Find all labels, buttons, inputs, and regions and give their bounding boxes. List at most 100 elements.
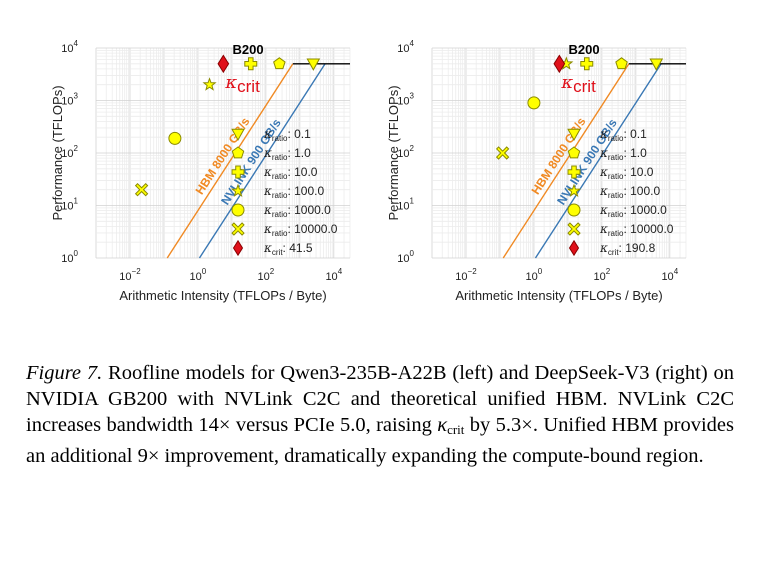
legend-sub: crit (608, 248, 619, 257)
legend-sub: ratio (272, 172, 288, 181)
legend-value: : 0.1 (287, 127, 311, 141)
chart-title: B200 (233, 42, 264, 57)
legend-value: : 10.0 (287, 165, 317, 179)
legend-kappa: κ (263, 241, 272, 255)
legend-marker-triangle (231, 128, 245, 142)
legend-kappa: κ (263, 146, 272, 160)
y-tick-base: 10 (397, 253, 409, 265)
y-tick-label: 100 (397, 249, 414, 265)
x-tick-exp: 4 (674, 267, 679, 276)
data-point-star (202, 77, 217, 91)
legend-kappa: κ (599, 146, 608, 160)
legend-label: κratio: 10000.0 (599, 222, 674, 238)
x-tick-base: 10 (661, 271, 673, 283)
legend-label: κratio: 10.0 (599, 165, 654, 181)
roof-line-2 (534, 63, 662, 259)
legend-label: κratio: 1000.0 (263, 203, 331, 219)
critical-point (217, 54, 230, 74)
y-tick-exp: 1 (410, 197, 415, 206)
legend-label: κratio: 10.0 (263, 165, 318, 181)
x-tick-base: 10 (325, 271, 337, 283)
legend-kappa: κ (263, 127, 272, 141)
legend-kappa: κ (263, 222, 272, 236)
legend-sub: ratio (272, 210, 288, 219)
data-point-triangle (306, 58, 321, 71)
caption-kappa: κ (437, 414, 448, 436)
legend-label: κratio: 0.1 (263, 127, 311, 143)
x-tick-base: 10 (119, 271, 131, 283)
crit-kappa: κ (560, 72, 573, 93)
x-tick-label: 102 (593, 267, 610, 283)
x-tick-base: 10 (257, 271, 269, 283)
data-point-pentagon (273, 57, 286, 70)
y-tick-label: 102 (397, 144, 414, 160)
critical-point (553, 54, 566, 74)
data-point-plus (244, 57, 258, 71)
x-tick-exp: −2 (132, 267, 142, 276)
legend-marker-star (566, 183, 582, 198)
x-tick-label: 104 (661, 267, 678, 283)
critical-point-label: κcrit (560, 72, 596, 96)
data-point-x (134, 182, 149, 197)
y-tick-exp: 3 (74, 92, 79, 101)
legend-marker-plus (567, 165, 581, 179)
y-tick-base: 10 (61, 201, 73, 213)
legend-marker-pentagon (231, 146, 245, 159)
x-tick-label: 10−2 (119, 267, 141, 283)
y-tick-label: 104 (61, 39, 78, 55)
caption-figure-label: Figure 7. (26, 362, 103, 384)
y-axis-label: Performance (TFLOPs) (50, 85, 65, 220)
legend-label: κratio: 1.0 (263, 146, 311, 162)
y-tick-exp: 3 (410, 92, 415, 101)
legend-value: : 190.8 (619, 241, 656, 255)
y-tick-base: 10 (61, 148, 73, 160)
x-tick-label: 104 (325, 267, 342, 283)
x-tick-base: 10 (526, 271, 538, 283)
legend-sub: crit (272, 248, 283, 257)
legend-value: : 10000.0 (287, 222, 337, 236)
y-tick-exp: 4 (74, 39, 79, 48)
y-tick-label: 100 (61, 249, 78, 265)
caption-text-part1: Roofline models for Qwen3-235B-A22B (lef… (26, 362, 735, 436)
x-tick-base: 10 (190, 271, 202, 283)
caption-text-part2: by 5.3×. Unified HBM provides an additio… (26, 414, 734, 467)
x-tick-label: 100 (526, 267, 543, 283)
crit-sub: crit (237, 77, 260, 96)
legend-marker-star (230, 183, 246, 198)
y-tick-label: 101 (397, 197, 414, 213)
x-tick-exp: 2 (606, 267, 611, 276)
legend-marker-triangle (567, 128, 581, 142)
legend-sub: ratio (272, 134, 288, 143)
data-point-plus (580, 57, 594, 71)
legend-label: κratio: 1.0 (599, 146, 647, 162)
y-tick-label: 103 (61, 92, 78, 108)
legend-marker-diamond (232, 239, 244, 257)
x-tick-label: 10−2 (455, 267, 477, 283)
chart-title: B200 (569, 42, 600, 57)
data-point-x (495, 146, 510, 160)
y-tick-exp: 1 (74, 197, 79, 206)
x-tick-label: 100 (190, 267, 207, 283)
x-tick-base: 10 (455, 271, 467, 283)
legend-sub: ratio (608, 229, 624, 238)
x-tick-base: 10 (593, 271, 605, 283)
legend-value: : 41.5 (283, 241, 313, 255)
y-tick-label: 104 (397, 39, 414, 55)
legend-sub: ratio (608, 172, 624, 181)
legend-marker-x (231, 222, 245, 236)
y-tick-base: 10 (61, 253, 73, 265)
legend-marker-circle (567, 203, 581, 217)
legend-marker-x (567, 222, 581, 236)
legend-kappa: κ (599, 203, 608, 217)
caption-kappa-sub: crit (447, 422, 465, 437)
crit-kappa: κ (224, 72, 237, 93)
roof-line-1 (166, 63, 294, 259)
x-tick-exp: −2 (468, 267, 478, 276)
y-axis-label: Performance (TFLOPs) (386, 85, 401, 220)
legend-sub: ratio (608, 153, 624, 162)
legend-label: κratio: 1000.0 (599, 203, 667, 219)
x-axis-label: Arithmetic Intensity (TFLOPs / Byte) (119, 288, 326, 303)
y-tick-exp: 2 (410, 144, 415, 153)
